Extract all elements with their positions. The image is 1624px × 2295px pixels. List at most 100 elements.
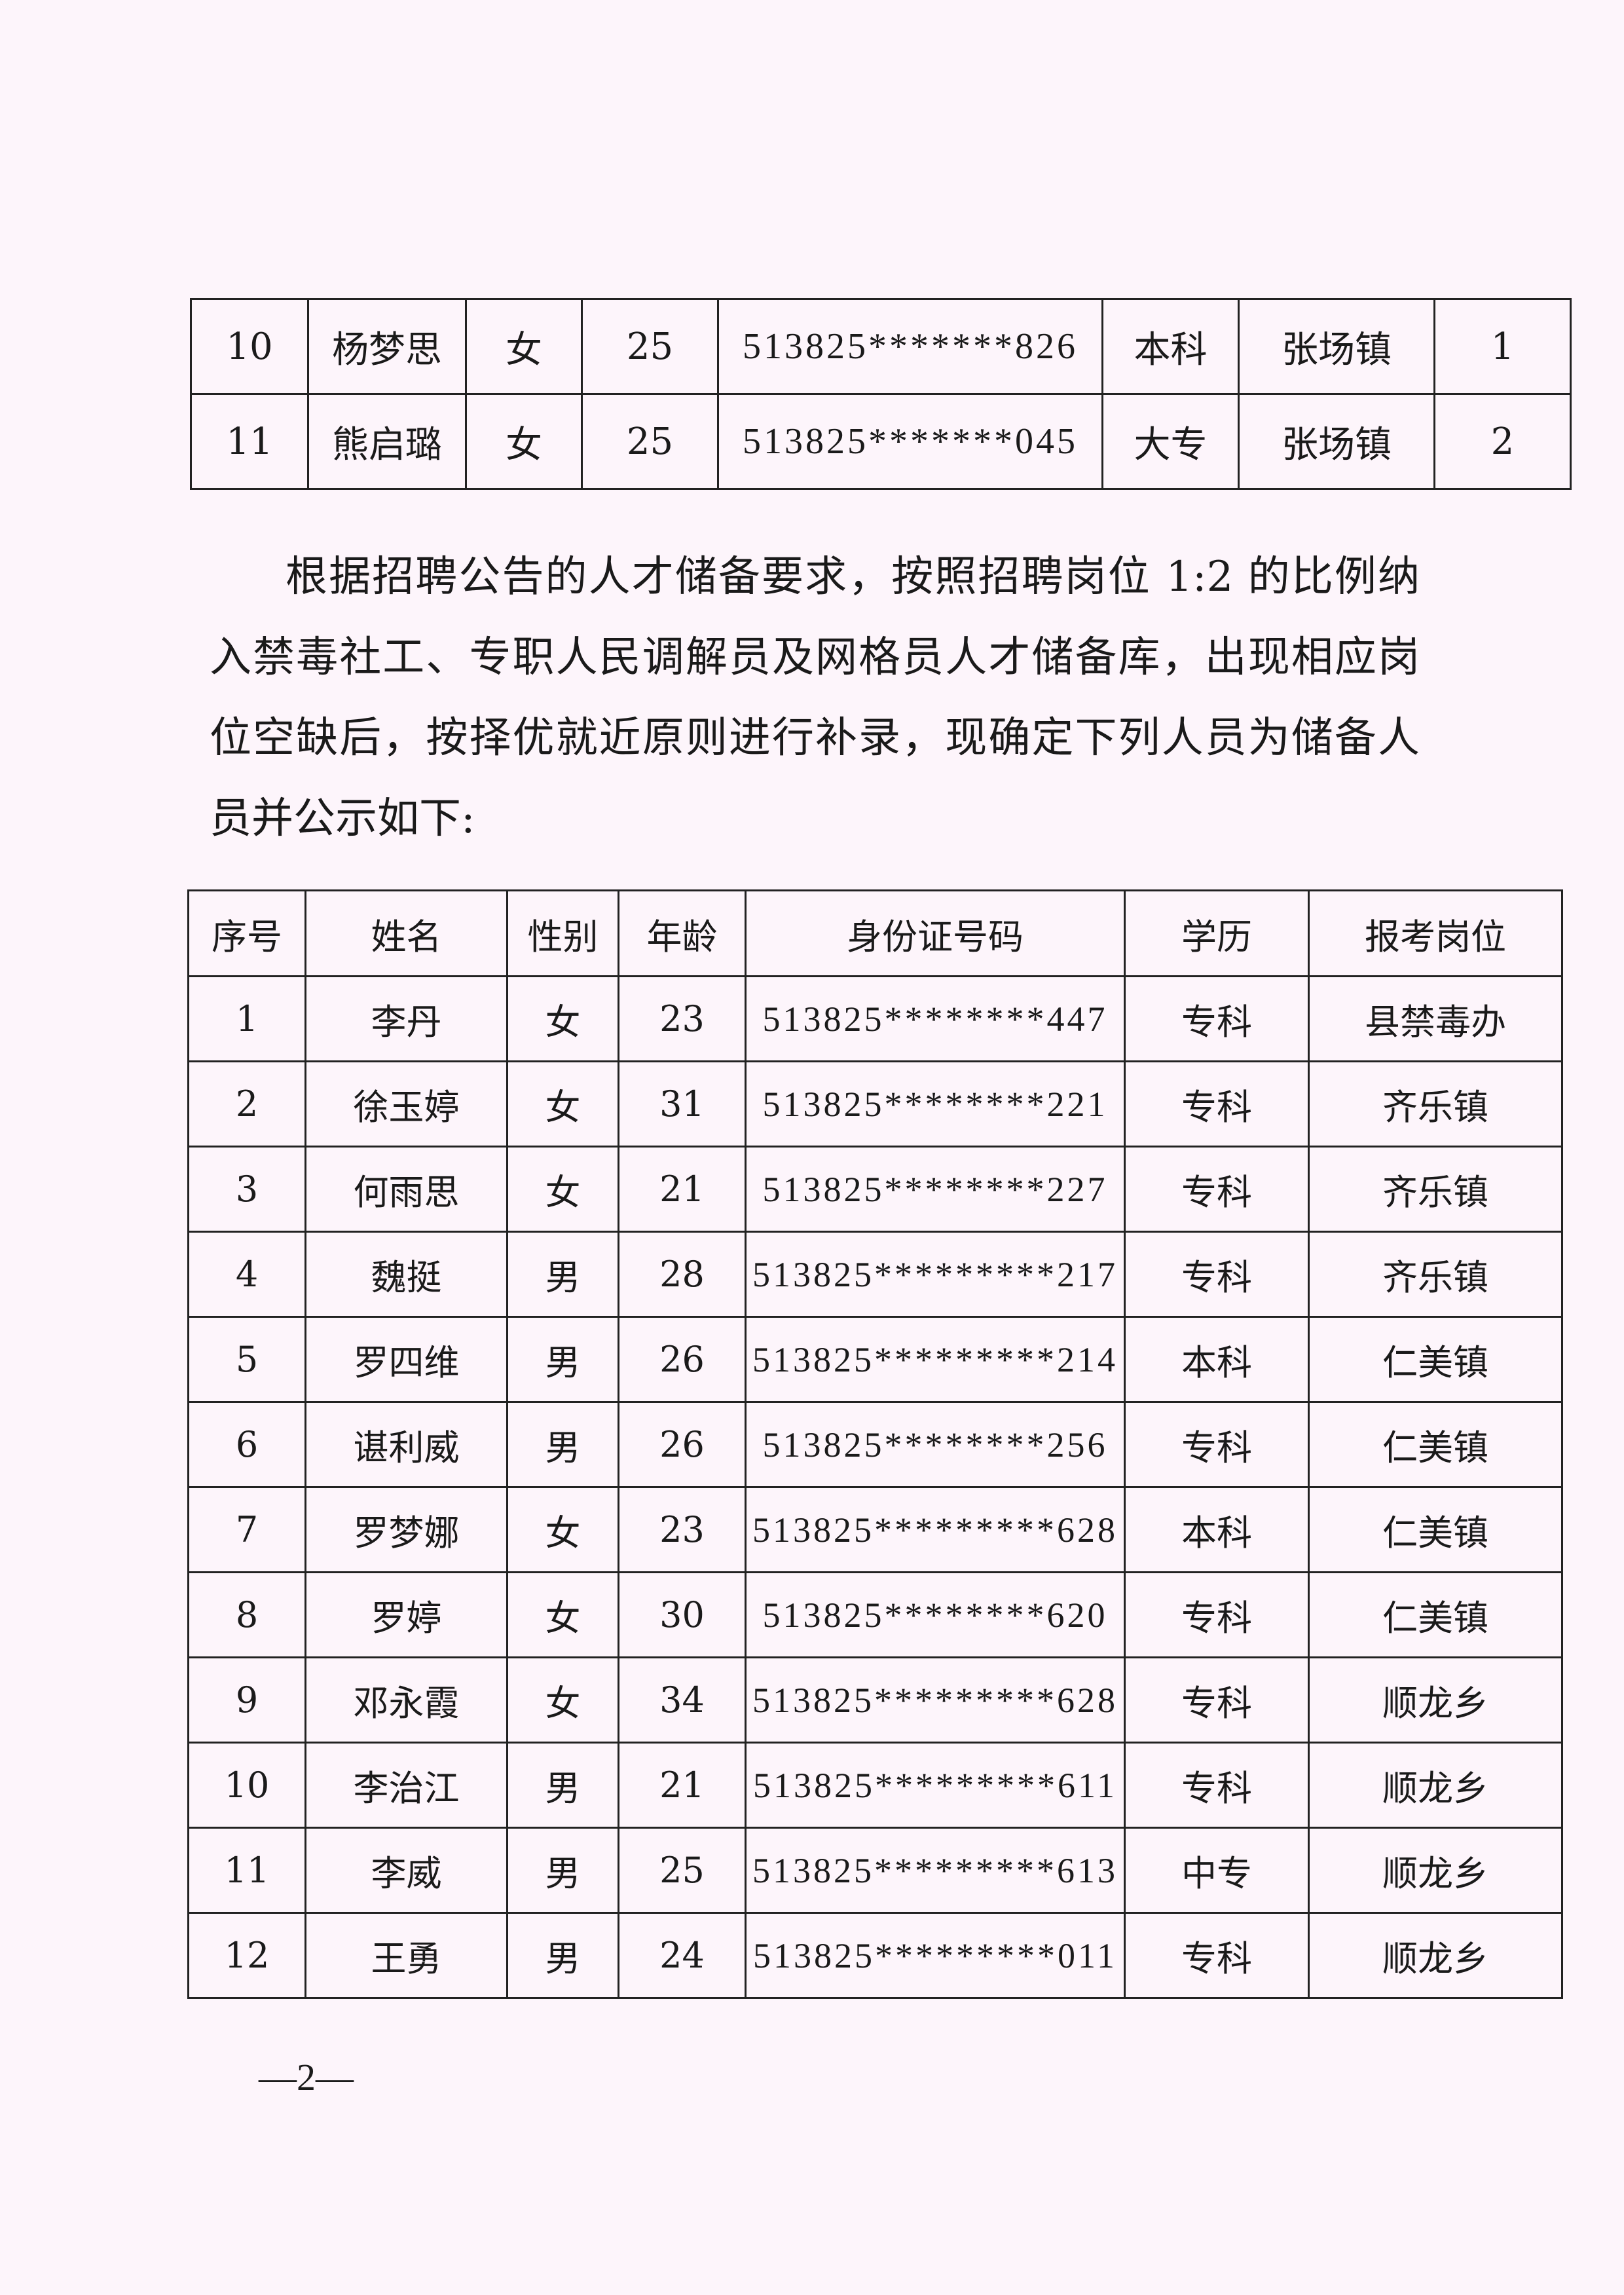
cell-index: 1 xyxy=(187,975,306,1062)
cell-position: 张场镇 xyxy=(1238,393,1435,490)
table-row: 2 徐玉婷女 31 513825********221 专科 齐乐镇 xyxy=(187,1060,1563,1148)
paragraph-line: 位空缺后，按择优就近原则进行补录，现确定下列人员为储备人 xyxy=(210,714,1420,762)
cell-index: 8 xyxy=(187,1571,306,1658)
cell-position: 县禁毒办 xyxy=(1308,975,1563,1062)
cell-id-number: 513825*******045 xyxy=(717,393,1103,490)
paragraph-line: 员并公示如下: xyxy=(210,794,475,843)
cell-index: 10 xyxy=(187,1742,306,1829)
cell-gender: 男 xyxy=(506,1316,619,1403)
table-header-row: 序号 姓名 性别 年龄 身份证号码 学历 报考岗位 xyxy=(187,889,1563,977)
paragraph-line: 根据招聘公告的人才储备要求，按照招聘岗位 1:2 的比例纳 xyxy=(286,553,1420,601)
cell-education: 专科 xyxy=(1124,1742,1310,1829)
cell-age: 26 xyxy=(618,1401,747,1488)
cell-name: 魏挺 xyxy=(304,1231,508,1318)
table-row: 1 李丹女 23 513825********447 专科 县禁毒办 xyxy=(187,975,1563,1062)
header-name: 姓名 xyxy=(304,889,508,977)
cell-position: 顺龙乡 xyxy=(1308,1742,1563,1829)
cell-position: 仁美镇 xyxy=(1308,1486,1563,1573)
cell-age: 21 xyxy=(618,1742,747,1829)
cell-education: 专科 xyxy=(1124,1571,1310,1658)
cell-gender: 女 xyxy=(465,393,583,490)
cell-name: 杨梦思 xyxy=(307,298,467,395)
cell-gender: 男 xyxy=(506,1231,619,1318)
cell-education: 专科 xyxy=(1124,1146,1310,1233)
cell-education: 专科 xyxy=(1124,1401,1310,1488)
cell-gender: 男 xyxy=(506,1742,619,1829)
header-index: 序号 xyxy=(187,889,306,977)
cell-name: 李威 xyxy=(304,1827,508,1914)
cell-index: 5 xyxy=(187,1316,306,1403)
cell-education: 本科 xyxy=(1124,1486,1310,1573)
table-row: 7 罗梦娜女 23 513825*********628 本科 仁美镇 xyxy=(187,1486,1563,1573)
cell-index: 11 xyxy=(187,1827,306,1914)
cell-age: 23 xyxy=(618,975,747,1062)
cell-gender: 女 xyxy=(506,1486,619,1573)
table-row: 4 魏挺男 28 513825*********217 专科 齐乐镇 xyxy=(187,1231,1563,1318)
cell-position: 顺龙乡 xyxy=(1308,1912,1563,1999)
cell-gender: 男 xyxy=(506,1827,619,1914)
paragraph-line: 入禁毒社工、专职人民调解员及网格员人才储备库，出现相应岗 xyxy=(210,633,1420,682)
cell-age: 25 xyxy=(581,298,719,395)
cell-id-number: 513825********221 xyxy=(745,1060,1126,1148)
table-row: 8 罗婷女 30 513825********620 专科 仁美镇 xyxy=(187,1571,1563,1658)
cell-index: 2 xyxy=(187,1060,306,1148)
cell-id-number: 513825********447 xyxy=(745,975,1126,1062)
cell-index: 11 xyxy=(190,393,309,490)
table-row: 9 邓永霞女 34 513825*********628 专科 顺龙乡 xyxy=(187,1656,1563,1744)
header-id-number: 身份证号码 xyxy=(745,889,1126,977)
notice-paragraph: 根据招聘公告的人才储备要求，按照招聘岗位 1:2 的比例纳 入禁毒社工、专职人民… xyxy=(210,537,1420,859)
cell-position: 仁美镇 xyxy=(1308,1316,1563,1403)
cell-name: 王勇 xyxy=(304,1912,508,1999)
header-position: 报考岗位 xyxy=(1308,889,1563,977)
cell-position: 顺龙乡 xyxy=(1308,1827,1563,1914)
table-row: 12 王勇男 24 513825*********011 专科 顺龙乡 xyxy=(187,1912,1563,1999)
cell-id-number: 513825*********611 xyxy=(745,1742,1126,1829)
header-gender: 性别 xyxy=(506,889,619,977)
cell-id-number: 513825********227 xyxy=(745,1146,1126,1233)
cell-id-number: 513825*********011 xyxy=(745,1912,1126,1999)
reserve-personnel-table: 序号 姓名 性别 年龄 身份证号码 学历 报考岗位 1 李丹女 23 513825**… xyxy=(187,889,1563,1999)
table-row: 10 李治江男 21 513825*********611 专科 顺龙乡 xyxy=(187,1742,1563,1829)
cell-index: 10 xyxy=(190,298,309,395)
cell-position: 齐乐镇 xyxy=(1308,1060,1563,1148)
cell-gender: 女 xyxy=(465,298,583,395)
cell-age: 30 xyxy=(618,1571,747,1658)
cell-position: 仁美镇 xyxy=(1308,1401,1563,1488)
cell-rank: 1 xyxy=(1433,298,1572,395)
cell-name: 邓永霞 xyxy=(304,1656,508,1744)
cell-age: 28 xyxy=(618,1231,747,1318)
cell-age: 23 xyxy=(618,1486,747,1573)
cell-education: 中专 xyxy=(1124,1827,1310,1914)
cell-index: 7 xyxy=(187,1486,306,1573)
cell-age: 25 xyxy=(618,1827,747,1914)
cell-gender: 男 xyxy=(506,1912,619,1999)
cell-age: 31 xyxy=(618,1060,747,1148)
header-education: 学历 xyxy=(1124,889,1310,977)
cell-id-number: 513825********620 xyxy=(745,1571,1126,1658)
table-row: 3 何雨思女 21 513825********227 专科 齐乐镇 xyxy=(187,1146,1563,1233)
cell-name: 李丹 xyxy=(304,975,508,1062)
cell-id-number: 513825********256 xyxy=(745,1401,1126,1488)
cell-age: 25 xyxy=(581,393,719,490)
cell-gender: 女 xyxy=(506,1571,619,1658)
cell-age: 26 xyxy=(618,1316,747,1403)
cell-gender: 女 xyxy=(506,1060,619,1148)
header-age: 年龄 xyxy=(618,889,747,977)
cell-position: 齐乐镇 xyxy=(1308,1146,1563,1233)
table-row: 5 罗四维男 26 513825*********214 本科 仁美镇 xyxy=(187,1316,1563,1403)
cell-education: 专科 xyxy=(1124,1912,1310,1999)
table-row: 11 熊启璐女 25 513825*******045 大专 张场镇 2 xyxy=(190,393,1572,490)
cell-name: 罗梦娜 xyxy=(304,1486,508,1573)
cell-age: 24 xyxy=(618,1912,747,1999)
cell-gender: 女 xyxy=(506,1656,619,1744)
cell-index: 4 xyxy=(187,1231,306,1318)
cell-education: 专科 xyxy=(1124,1060,1310,1148)
cell-education: 专科 xyxy=(1124,1231,1310,1318)
table-row: 11 李威男 25 513825*********613 中专 顺龙乡 xyxy=(187,1827,1563,1914)
cell-position: 仁美镇 xyxy=(1308,1571,1563,1658)
cell-index: 3 xyxy=(187,1146,306,1233)
cell-id-number: 513825*********628 xyxy=(745,1656,1126,1744)
cell-name: 熊启璐 xyxy=(307,393,467,490)
cell-education: 专科 xyxy=(1124,975,1310,1062)
cell-gender: 女 xyxy=(506,975,619,1062)
